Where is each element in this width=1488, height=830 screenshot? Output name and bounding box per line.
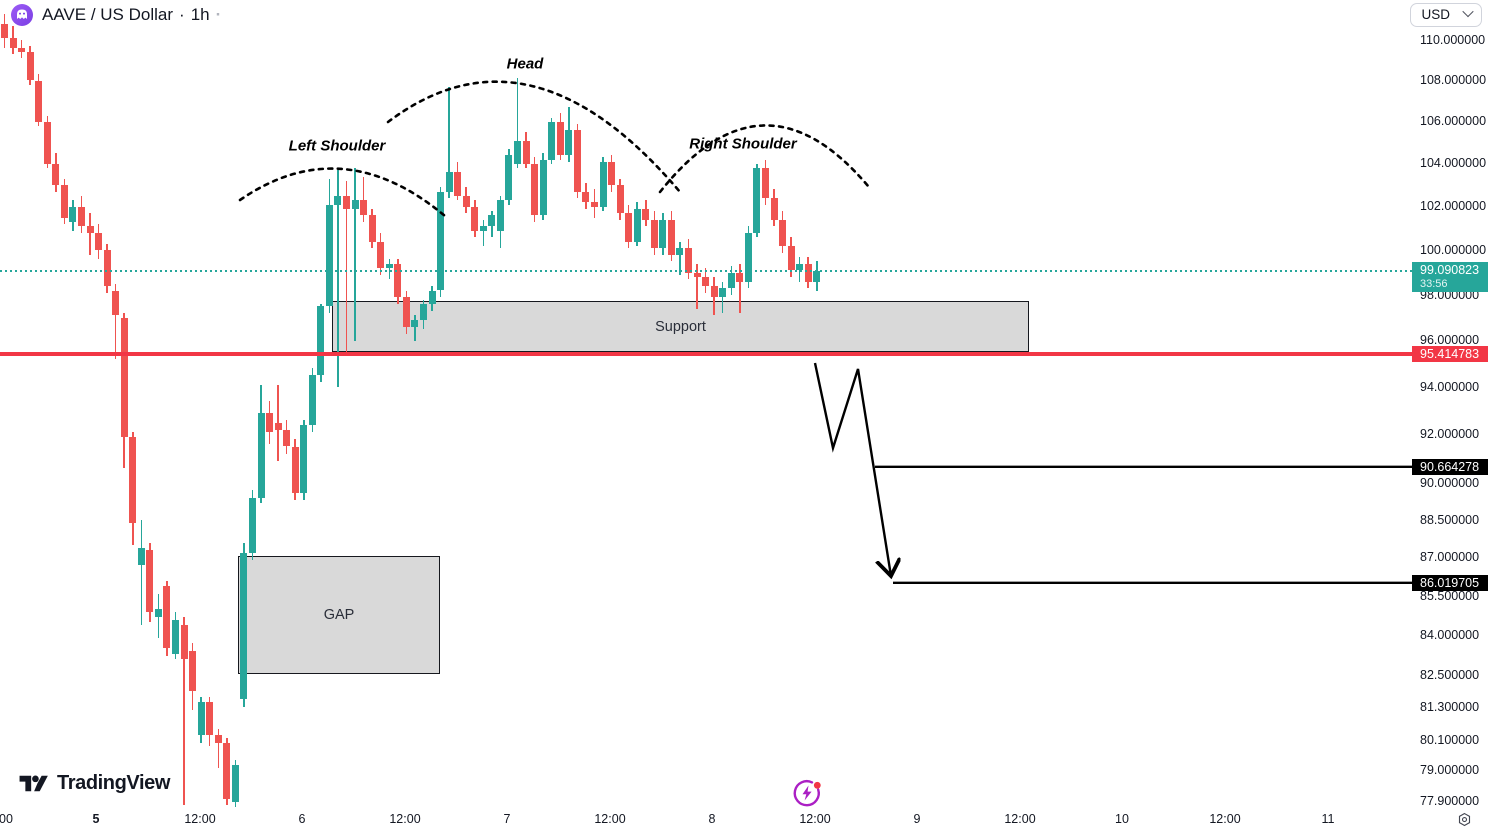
price-lines-layer [0, 269, 1412, 357]
title-more-dot[interactable]: · [215, 5, 222, 24]
tradingview-logo[interactable]: TradingView [18, 771, 170, 796]
price-level-badge: 95.414783 [1412, 346, 1488, 363]
price-tick-label: 106.000000 [1420, 114, 1487, 129]
time-tick-label: 12:00 [594, 812, 626, 826]
price-tick-label: 77.900000 [1420, 794, 1480, 809]
price-tick-label: 94.000000 [1420, 379, 1480, 394]
title-separator: · [179, 5, 185, 24]
price-tick-label: 80.100000 [1420, 732, 1480, 747]
tradingview-wordmark: TradingView [57, 772, 171, 794]
time-tick-label: 7 [503, 812, 511, 826]
bar-countdown: 33:56 [1420, 278, 1448, 291]
breakdown-zigzag-arrow[interactable] [813, 362, 891, 576]
right-shoulder-arc[interactable] [658, 124, 870, 194]
price-level-badge: 86.019705 [1412, 574, 1488, 591]
price-tick-label: 82.500000 [1420, 667, 1480, 682]
candlestick-series [1, 14, 821, 808]
red-horizontal-level-line[interactable] [0, 352, 1412, 357]
gear-icon[interactable] [1457, 812, 1472, 827]
time-tick-label: 10 [1115, 812, 1129, 826]
price-tick-label: 100.000000 [1420, 242, 1487, 257]
price-tick-label: 108.000000 [1420, 73, 1487, 87]
price-level-badge: 90.664278 [1412, 458, 1488, 475]
current-price-dotted-line [0, 269, 1412, 272]
time-tick-label: 5 [92, 812, 100, 826]
currency-label: USD [1421, 7, 1450, 22]
price-tick-label: 96.000000 [1420, 333, 1480, 348]
chevron-down-icon [1462, 5, 1474, 18]
price-tick-label: 90.000000 [1420, 475, 1480, 490]
last-price-value: 99.090823 [1420, 263, 1480, 278]
time-tick-label: 12:00 [1004, 812, 1036, 826]
time-tick-label: 12:00 [389, 812, 421, 826]
time-tick-label: 12:00 [1209, 812, 1241, 826]
price-tick-label: 81.300000 [1420, 699, 1480, 714]
support-zone-box[interactable]: Support [332, 301, 1029, 352]
head-label[interactable]: Head [506, 55, 544, 73]
symbol-header: AAVE / US Dollar · 1h · [10, 3, 221, 27]
price-tick-label: 84.000000 [1420, 627, 1480, 642]
support-zone-label: Support [655, 318, 706, 335]
price-tick-label: 88.500000 [1420, 512, 1480, 527]
interval-label[interactable]: 1h [190, 5, 210, 24]
price-tick-label: 92.000000 [1420, 426, 1480, 441]
time-tick-label: 12:00 [799, 812, 831, 826]
time-tick-label: 12:00 [184, 812, 216, 826]
time-tick-label: 9 [913, 812, 921, 826]
drawings-layer [238, 80, 1412, 585]
tradingview-logo-icon [19, 775, 48, 792]
annotation-boxes-layer: Support GAP [238, 301, 1029, 674]
currency-dropdown[interactable]: USD [1410, 3, 1482, 27]
pattern-labels-layer: Left Shoulder Head Right Shoulder [288, 55, 797, 155]
price-tick-label: 102.000000 [1420, 199, 1487, 214]
left-shoulder-arc[interactable] [238, 167, 447, 218]
axis-settings-corner[interactable] [1440, 808, 1488, 830]
left-shoulder-label[interactable]: Left Shoulder [288, 137, 386, 155]
price-tick-label: 79.000000 [1420, 763, 1480, 778]
price-axis[interactable]: 110.000000 108.000000 106.000000 104.000000… [1412, 0, 1488, 808]
time-tick-label: 11 [1321, 812, 1335, 826]
right-shoulder-label[interactable]: Right Shoulder [689, 135, 797, 153]
head-arc[interactable] [386, 80, 682, 194]
price-tick-label: 110.000000 [1420, 32, 1486, 47]
price-tick-label: 104.000000 [1420, 156, 1487, 171]
time-tick-label: 8 [708, 812, 716, 826]
chart-pane[interactable]: Support GAP Left Shoulder Head Right Should… [0, 0, 1412, 808]
symbol-name[interactable]: AAVE / US Dollar [42, 5, 174, 24]
price-tick-label: 85.500000 [1420, 588, 1480, 603]
gap-zone-label: GAP [323, 607, 355, 623]
spark-events-icon[interactable] [791, 777, 823, 809]
time-tick-label: 00 [0, 812, 13, 826]
symbol-title[interactable]: AAVE / US Dollar · 1h · [42, 5, 221, 25]
time-axis[interactable]: 00 5 12:00 6 12:00 7 12:00 8 12:00 9 12:00 10 12:00 1… [0, 808, 1412, 830]
price-tick-label: 87.000000 [1420, 550, 1480, 565]
aave-logo-icon[interactable] [10, 3, 34, 27]
last-price-badge: 99.090823 33:56 [1412, 262, 1488, 293]
time-tick-label: 6 [298, 812, 306, 826]
gap-zone-box[interactable]: GAP [238, 556, 440, 674]
